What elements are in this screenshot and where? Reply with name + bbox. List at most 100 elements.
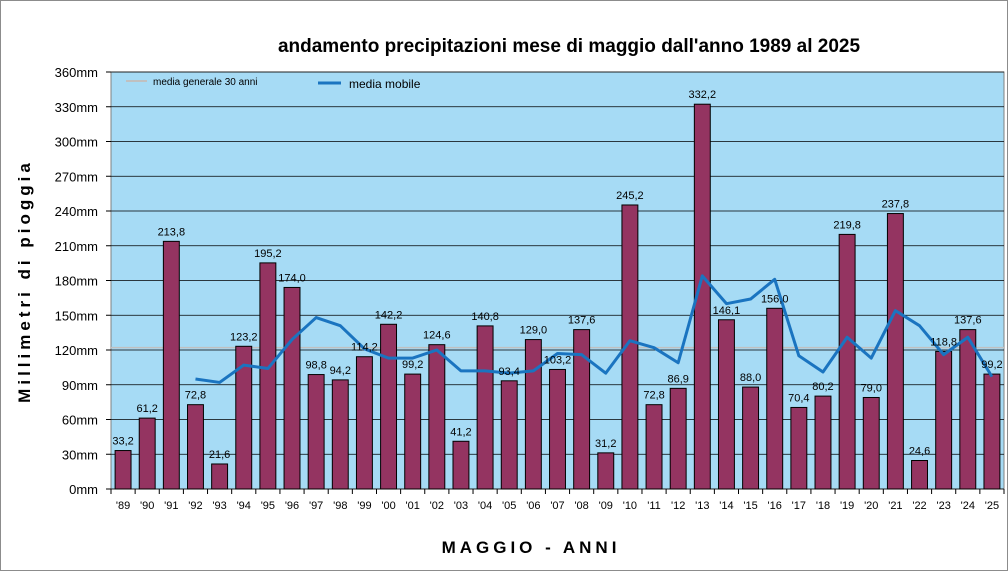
x-tick-label: '01	[406, 500, 420, 512]
y-tick-label: 240mm	[55, 204, 98, 219]
bar	[211, 463, 229, 490]
y-tick-label: 0mm	[69, 482, 98, 497]
y-axis-title: Millimetri di pioggia	[15, 159, 34, 403]
bar	[259, 262, 277, 490]
bar	[669, 387, 687, 490]
bar	[355, 356, 373, 490]
x-tick-label: '18	[816, 500, 830, 512]
bar	[814, 395, 832, 490]
data-label: 237,8	[882, 199, 910, 211]
x-tick-label: '21	[888, 500, 902, 512]
data-label: 219,8	[833, 219, 861, 231]
data-label: 86,9	[667, 373, 688, 385]
x-tick-label: '23	[936, 500, 950, 512]
x-tick-label: '11	[647, 500, 661, 512]
chart-title: andamento precipitazioni mese di maggio …	[278, 36, 861, 57]
x-tick-label: '25	[985, 500, 999, 512]
data-labels: 33,2 61,2 213,8 72,8 21,6 123,2 195,2 174,0 98,8…	[112, 89, 1002, 461]
legend-label-media-mobile: media mobile	[349, 77, 421, 91]
bar	[717, 319, 735, 490]
bar	[524, 339, 542, 490]
data-label: 213,8	[158, 226, 186, 238]
bar	[742, 386, 760, 490]
x-axis-ticks: '89 '90 '91 '92 '93 '94 '95 '96 '97 '98 '99 '00 '01 '…	[110, 489, 1005, 512]
x-tick-label: '90	[140, 500, 154, 512]
x-tick-label: '20	[864, 500, 878, 512]
data-label: 142,2	[375, 309, 403, 321]
x-tick-label: '99	[357, 500, 371, 512]
data-label: 93,4	[499, 366, 520, 378]
data-label: 99,2	[981, 359, 1002, 371]
bar	[476, 325, 494, 490]
bar	[790, 406, 808, 490]
y-tick-label: 210mm	[55, 239, 98, 254]
y-tick-label: 270mm	[55, 169, 98, 184]
x-tick-label: '05	[502, 500, 516, 512]
data-label: 98,8	[305, 360, 326, 372]
x-tick-label: '22	[912, 500, 926, 512]
x-tick-label: '91	[164, 500, 178, 512]
data-label: 137,6	[568, 315, 596, 327]
bar	[621, 204, 639, 490]
bar	[307, 374, 325, 490]
x-tick-label: '13	[695, 500, 709, 512]
y-tick-label: 180mm	[55, 274, 98, 289]
bar	[838, 233, 856, 490]
data-label: 123,2	[230, 331, 258, 343]
x-tick-label: '00	[381, 500, 395, 512]
bar	[862, 396, 880, 490]
legend-label-media-generale: media generale 30 anni	[153, 77, 258, 88]
y-tick-label: 360mm	[55, 65, 98, 80]
bar	[935, 350, 953, 490]
bar	[959, 329, 977, 490]
data-label: 174,0	[278, 272, 306, 284]
y-tick-label: 330mm	[55, 100, 98, 115]
bar	[693, 103, 711, 490]
y-tick-label: 30mm	[62, 447, 98, 462]
bar	[549, 368, 566, 490]
x-tick-label: '95	[261, 500, 275, 512]
bar	[452, 440, 470, 490]
data-label: 72,8	[643, 390, 664, 402]
bar	[597, 452, 615, 490]
data-label: 118,8	[930, 336, 957, 348]
media-mobile-line	[195, 274, 994, 384]
bar	[162, 240, 180, 490]
bar	[645, 404, 663, 490]
data-label: 31,2	[595, 438, 616, 450]
data-label: 80,2	[812, 381, 833, 393]
x-tick-label: '94	[237, 500, 251, 512]
legend: media generale 30 anni media mobile	[126, 77, 421, 91]
data-label: 156,0	[761, 293, 789, 305]
bar	[911, 460, 928, 490]
data-label: 99,2	[402, 359, 423, 371]
data-label: 72,8	[185, 390, 206, 402]
bar	[983, 373, 1001, 490]
bar	[766, 307, 784, 490]
bar	[235, 345, 253, 490]
data-label: 94,2	[330, 365, 351, 377]
x-tick-label: '97	[309, 500, 323, 512]
x-tick-label: '08	[574, 500, 588, 512]
x-tick-label: '98	[333, 500, 347, 512]
x-tick-label: '93	[212, 500, 226, 512]
data-label: 88,0	[740, 372, 761, 384]
x-tick-label: '07	[550, 500, 564, 512]
data-label: 140,8	[471, 311, 499, 323]
y-tick-label: 300mm	[55, 135, 98, 150]
x-tick-label: '02	[430, 500, 444, 512]
y-tick-label: 150mm	[55, 308, 98, 323]
data-label: 332,2	[689, 89, 717, 101]
data-label: 114,2	[351, 342, 378, 354]
x-tick-label: '03	[454, 500, 468, 512]
x-tick-label: '96	[285, 500, 299, 512]
data-label: 137,6	[954, 315, 982, 327]
y-tick-label: 120mm	[55, 343, 98, 358]
x-tick-label: '24	[961, 500, 975, 512]
bar	[500, 380, 518, 490]
x-tick-label: '92	[188, 500, 202, 512]
y-tick-label: 90mm	[62, 378, 98, 393]
bar	[138, 417, 156, 490]
